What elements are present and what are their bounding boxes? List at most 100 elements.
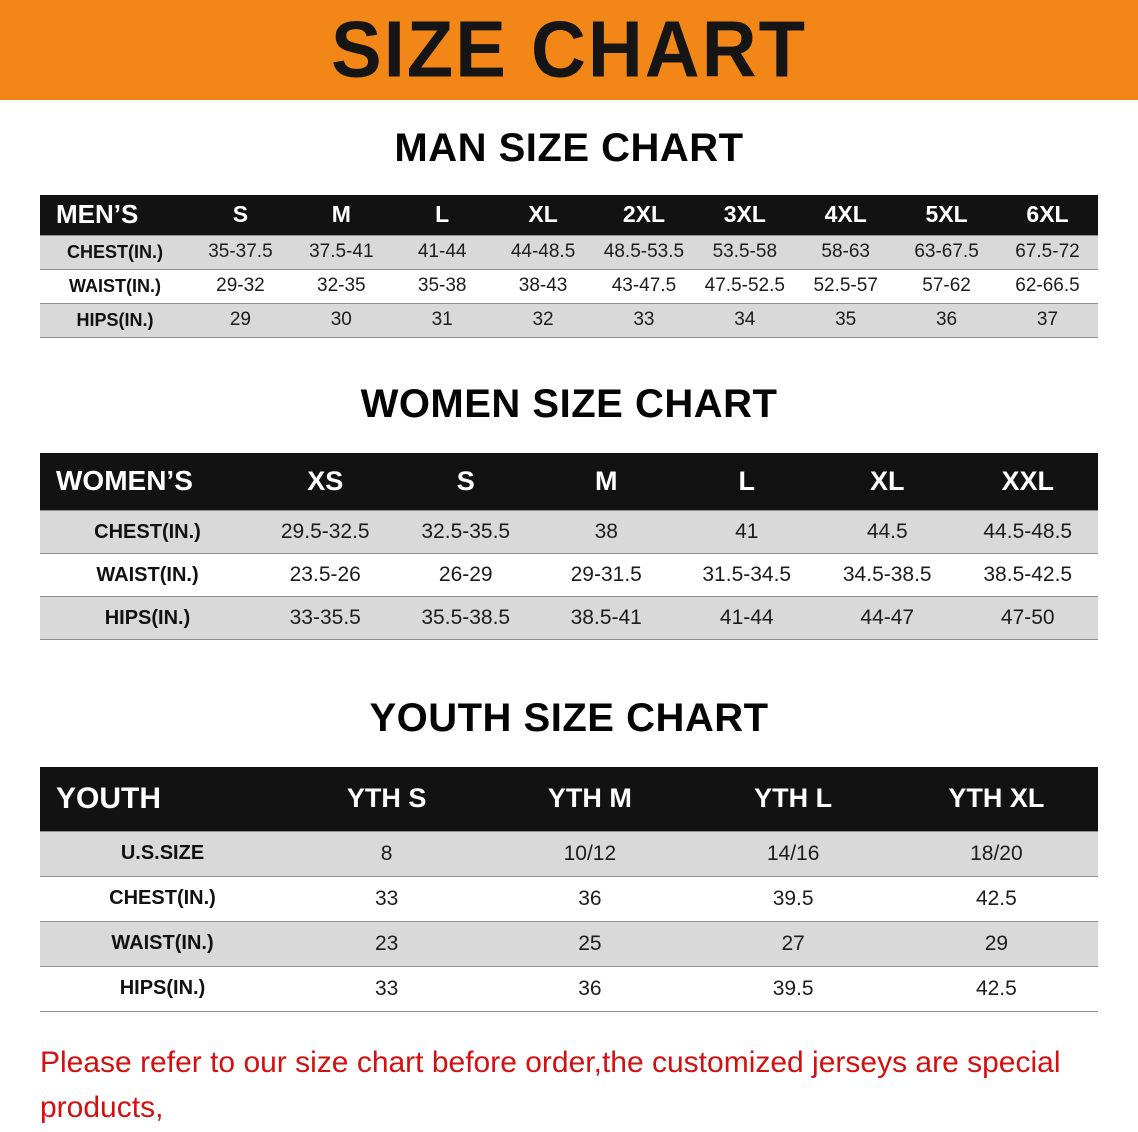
size-value-cell: 31.5-34.5 — [702, 563, 792, 586]
size-value-cell: 30 — [330, 309, 352, 330]
size-value-cell: 44.5-48.5 — [983, 520, 1073, 543]
size-column-header: XL — [492, 195, 594, 235]
table-row: HIPS(IN.) 33-35.5 35.5-38.5 38.5-41 41-44 44-… — [40, 596, 1098, 640]
size-column-header: 6XL — [997, 195, 1098, 235]
table-row: HIPS(IN.) 33 36 39.5 42.5 — [40, 966, 1098, 1011]
size-value-cell: 35-37.5 — [208, 241, 273, 262]
size-value-cell: 33 — [633, 309, 655, 330]
size-value-cell: 47.5-52.5 — [704, 275, 785, 296]
size-value-cell: 34 — [734, 309, 756, 330]
size-value-cell: 33 — [374, 886, 399, 910]
size-value-cell: 63-67.5 — [914, 241, 979, 262]
row-label-cell: WAIST(IN.) — [96, 563, 199, 586]
size-value-cell: 44-47 — [860, 606, 915, 629]
table-row: WAIST(IN.) 29-32 32-35 35-38 38-43 43-47.5 47.… — [40, 269, 1098, 303]
size-value-cell: 62-66.5 — [1015, 275, 1080, 296]
size-value-cell: 39.5 — [772, 976, 814, 1000]
row-label-cell: WAIST(IN.) — [69, 275, 161, 296]
table-row: WAIST(IN.) 23 25 27 29 — [40, 921, 1098, 966]
row-label-cell: CHEST(IN.) — [109, 887, 216, 909]
table-row: U.S.SIZE 8 10/12 14/16 18/20 — [40, 831, 1098, 876]
table-corner-cell: WOMEN’S — [40, 452, 255, 511]
size-value-cell: 37.5-41 — [309, 241, 374, 262]
size-value-cell: 38.5-42.5 — [983, 563, 1073, 586]
row-label-cell: HIPS(IN.) — [119, 977, 206, 999]
size-value-cell: 29-32 — [216, 275, 265, 296]
size-column-header: XXL — [957, 452, 1098, 511]
table-row: CHEST(IN.) 29.5-32.5 32.5-35.5 38 41 44.5 44.5… — [40, 510, 1098, 554]
size-chart-banner: SIZE CHART — [0, 0, 1138, 100]
size-value-cell: 38 — [594, 520, 618, 543]
size-value-cell: 14/16 — [766, 841, 820, 865]
row-label-cell: CHEST(IN.) — [67, 241, 163, 262]
table-corner-cell: YOUTH — [40, 767, 285, 831]
size-column-header: M — [536, 452, 677, 511]
size-value-cell: 39.5 — [772, 886, 814, 910]
youth-size-section: YOUTH SIZE CHART YOUTH YTH S YTH M YTH L YTH… — [0, 696, 1138, 1012]
size-value-cell: 26-29 — [438, 563, 493, 586]
size-value-cell: 41-44 — [417, 241, 467, 262]
size-value-cell: 42.5 — [975, 976, 1017, 1000]
size-column-header: XS — [255, 452, 396, 511]
size-value-cell: 31 — [431, 309, 453, 330]
size-column-header: 3XL — [694, 195, 796, 235]
size-column-header: M — [290, 195, 392, 235]
disclaimer-line-1: Please refer to our size chart before or… — [40, 1045, 1061, 1124]
size-value-cell: 8 — [380, 841, 393, 865]
size-value-cell: 10/12 — [563, 841, 617, 865]
row-label-cell: CHEST(IN.) — [94, 520, 201, 543]
size-column-header: YTH XL — [894, 767, 1098, 831]
size-value-cell: 37 — [1036, 309, 1059, 330]
youth-size-table: YOUTH YTH S YTH M YTH L YTH XL U.S.SIZE 8 10/12… — [40, 767, 1098, 1012]
size-value-cell: 47-50 — [1000, 606, 1055, 629]
banner-title: SIZE CHART — [331, 4, 807, 95]
men-size-table: MEN’S S M L XL 2XL 3XL 4XL 5XL 6XL CHEST(IN.) 35-37… — [40, 195, 1098, 338]
table-row: WAIST(IN.) 23.5-26 26-29 29-31.5 31.5-34.5 34… — [40, 553, 1098, 597]
size-value-cell: 42.5 — [975, 886, 1017, 910]
size-value-cell: 38-43 — [518, 275, 568, 296]
disclaimer-note: Please refer to our size chart before or… — [40, 1040, 1108, 1132]
size-value-cell: 44-48.5 — [510, 241, 576, 262]
size-column-header: 5XL — [896, 195, 997, 235]
table-row: CHEST(IN.) 35-37.5 37.5-41 41-44 44-48.5 48.5… — [40, 235, 1098, 269]
header-row: WOMEN’S XS S M L XL XXL — [40, 452, 1098, 511]
table-row: CHEST(IN.) 33 36 39.5 42.5 — [40, 876, 1098, 921]
size-value-cell: 41 — [735, 520, 759, 543]
size-value-cell: 57-62 — [922, 275, 971, 296]
size-value-cell: 34.5-38.5 — [842, 563, 932, 586]
size-value-cell: 38.5-41 — [570, 606, 642, 629]
size-value-cell: 53.5-58 — [712, 241, 778, 262]
size-value-cell: 35.5-38.5 — [421, 606, 511, 629]
size-value-cell: 29.5-32.5 — [280, 520, 370, 543]
men-section-heading: MAN SIZE CHART — [394, 126, 744, 170]
size-value-cell: 29 — [229, 309, 251, 330]
size-value-cell: 35-38 — [417, 275, 467, 296]
size-value-cell: 32-35 — [317, 275, 366, 296]
size-value-cell: 29-31.5 — [570, 563, 642, 586]
size-value-cell: 36 — [578, 886, 602, 910]
size-value-cell: 36 — [935, 309, 958, 330]
size-column-header: L — [391, 195, 493, 235]
size-value-cell: 33-35.5 — [289, 606, 361, 629]
size-value-cell: 27 — [781, 931, 805, 955]
size-value-cell: 43-47.5 — [611, 275, 677, 296]
size-column-header: S — [190, 195, 291, 235]
row-label-cell: WAIST(IN.) — [111, 932, 214, 954]
size-value-cell: 67.5-72 — [1015, 241, 1080, 262]
size-value-cell: 32.5-35.5 — [421, 520, 511, 543]
size-value-cell: 18/20 — [970, 841, 1023, 865]
size-value-cell: 35 — [835, 309, 857, 330]
men-size-section: MAN SIZE CHART MEN’S S M L XL 2XL 3XL 4XL 5XL 6XL… — [0, 126, 1138, 338]
table-corner-cell: MEN’S — [40, 195, 190, 235]
size-value-cell: 32 — [532, 309, 554, 330]
size-value-cell: 33 — [374, 976, 399, 1000]
size-value-cell: 29 — [984, 931, 1009, 955]
size-column-header: S — [395, 452, 536, 511]
size-value-cell: 36 — [578, 976, 602, 1000]
header-row: YOUTH YTH S YTH M YTH L YTH XL — [40, 767, 1098, 831]
size-column-header: YTH S — [285, 767, 489, 831]
size-value-cell: 23 — [374, 931, 399, 955]
size-value-cell: 48.5-53.5 — [603, 241, 685, 262]
size-column-header: YTH M — [488, 767, 692, 831]
